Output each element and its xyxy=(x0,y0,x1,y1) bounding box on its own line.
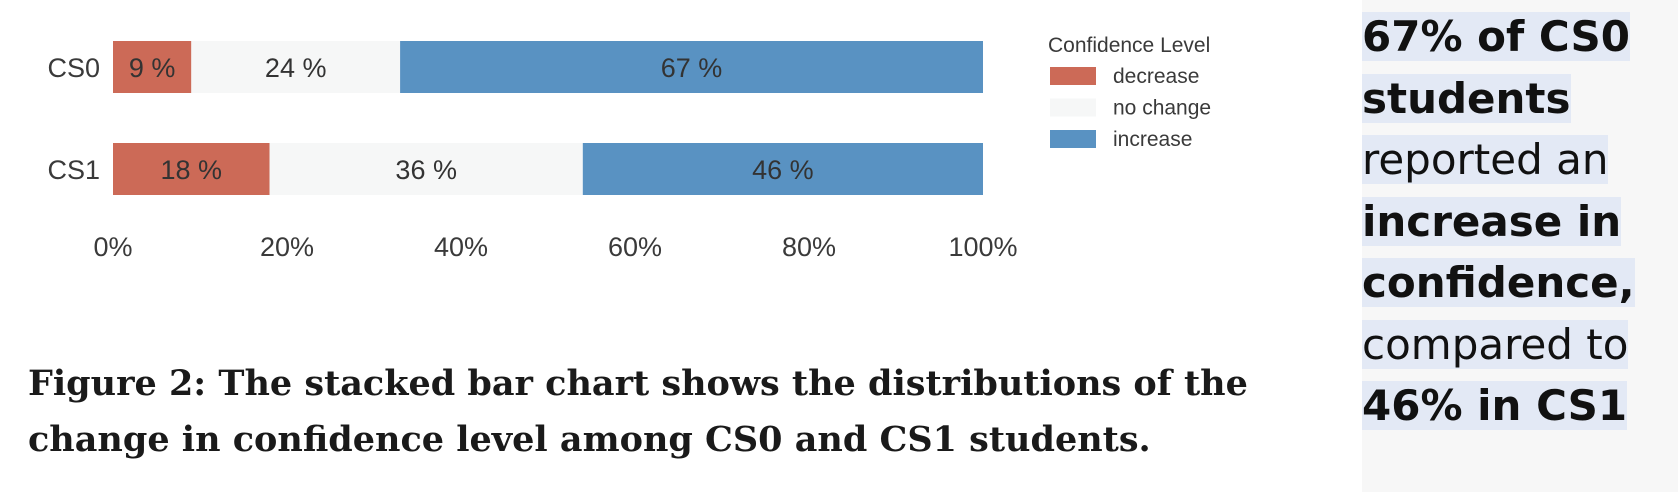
data-label-cs0-no-change: 24 % xyxy=(265,53,327,83)
figure-caption: Figure 2: The stacked bar chart shows th… xyxy=(28,363,1248,460)
bar-cs0-no-change xyxy=(191,41,401,93)
legend-swatch-no-change xyxy=(1050,98,1096,117)
x-tick-label: 100% xyxy=(948,232,1017,262)
bar-cs0-decrease xyxy=(113,41,192,93)
bar-cs1-increase xyxy=(582,143,983,195)
x-tick-label: 0% xyxy=(93,232,132,262)
x-tick-label: 20% xyxy=(260,232,314,262)
legend-label-increase: increase xyxy=(1113,128,1192,151)
data-label-cs1-increase: 46 % xyxy=(752,155,814,185)
x-tick-label: 60% xyxy=(608,232,662,262)
bar-cs0-increase xyxy=(400,41,984,93)
legend-swatch-increase xyxy=(1050,130,1096,148)
data-label-cs1-no-change: 36 % xyxy=(395,155,457,185)
legend-label-no-change: no change xyxy=(1113,97,1211,120)
x-tick-label: 40% xyxy=(434,232,488,262)
data-label-cs0-decrease: 9 % xyxy=(129,53,176,83)
callout-highlight: 46% in CS1 xyxy=(1362,381,1628,430)
data-label-cs1-decrease: 18 % xyxy=(161,155,223,185)
stacked-bar-chart: CS0 CS1 9 % 24 % 67 % 18 % 36 % 46 % 0% 20% 40% 60%… xyxy=(47,34,1211,262)
category-label-cs0: CS0 xyxy=(47,53,100,83)
bar-cs1-decrease xyxy=(113,143,270,195)
callout-text-segment: reported an xyxy=(1362,135,1609,184)
callout-text-segment: compared to xyxy=(1362,319,1629,369)
legend-title: Confidence Level xyxy=(1048,34,1210,57)
callout-text: 67% of CS0 students reported an increase… xyxy=(1362,6,1672,437)
category-label-cs1: CS1 xyxy=(47,155,100,185)
bar-cs1-no-change xyxy=(269,143,583,195)
callout-highlight: increase in confidence, xyxy=(1362,196,1635,307)
legend-swatch-decrease xyxy=(1050,67,1096,85)
x-tick-label: 80% xyxy=(782,232,836,262)
legend-label-decrease: decrease xyxy=(1113,65,1199,88)
data-label-cs0-increase: 67 % xyxy=(661,53,723,83)
callout-highlight: 67% of CS0 students xyxy=(1362,12,1630,123)
